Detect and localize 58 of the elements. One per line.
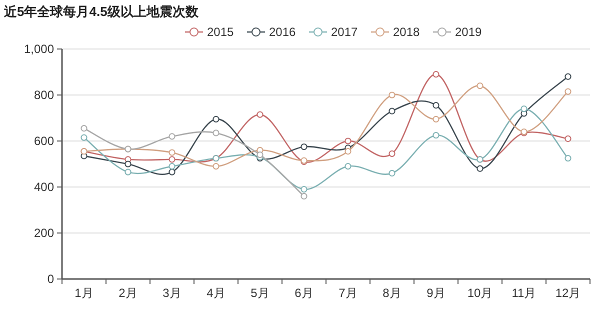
x-tick-label: 3月 [162, 286, 182, 300]
y-tick-label: 1,000 [24, 42, 54, 56]
point [344, 148, 352, 155]
point [344, 138, 352, 144]
y-tick-label: 800 [34, 88, 54, 102]
y-tick-label: 200 [34, 226, 54, 240]
point [388, 170, 396, 176]
point [168, 133, 176, 140]
x-tick-label: 6月 [294, 286, 314, 300]
y-tick-label: 600 [34, 134, 54, 148]
x-tick-label: 1月 [74, 286, 94, 300]
point [432, 116, 440, 122]
chart-title: 近5年全球每月4.5级以上地震次数 [3, 4, 200, 19]
point [80, 134, 88, 141]
point [168, 163, 176, 170]
point [564, 88, 572, 95]
point [564, 135, 572, 142]
x-tick-label: 5月 [250, 286, 270, 300]
x-tick-label: 12月 [555, 286, 581, 300]
point [388, 92, 396, 98]
point [168, 149, 176, 156]
point [432, 132, 440, 139]
legend-label: 2015 [207, 25, 234, 39]
y-tick-label: 400 [34, 180, 54, 194]
x-tick-label: 8月 [382, 286, 402, 300]
point [212, 130, 220, 136]
point [80, 125, 88, 132]
point [388, 150, 396, 157]
legend-label: 2017 [331, 25, 358, 39]
point [212, 116, 220, 122]
legend-label: 2019 [455, 25, 482, 39]
point [432, 71, 440, 78]
x-tick-label: 4月 [206, 286, 226, 300]
point [124, 168, 132, 176]
point [520, 106, 528, 112]
point [300, 186, 308, 193]
point [300, 192, 308, 200]
x-tick-label: 11月 [512, 286, 536, 300]
point [124, 160, 132, 168]
point [300, 143, 308, 150]
legend-label: 2016 [269, 25, 296, 39]
point [212, 163, 220, 170]
point [564, 154, 572, 162]
point [256, 111, 264, 118]
y-tick-label: 0 [47, 272, 54, 286]
point [388, 108, 396, 114]
legend-label: 2018 [393, 25, 420, 39]
x-tick-label: 7月 [338, 286, 358, 300]
point [476, 82, 484, 90]
point [476, 165, 484, 172]
point [344, 163, 352, 170]
x-tick-label: 2月 [118, 286, 138, 300]
x-tick-label: 9月 [426, 286, 446, 300]
point [432, 102, 440, 109]
point [168, 156, 176, 163]
point [168, 168, 176, 176]
x-tick-label: 10月 [467, 286, 493, 300]
point [564, 73, 572, 80]
